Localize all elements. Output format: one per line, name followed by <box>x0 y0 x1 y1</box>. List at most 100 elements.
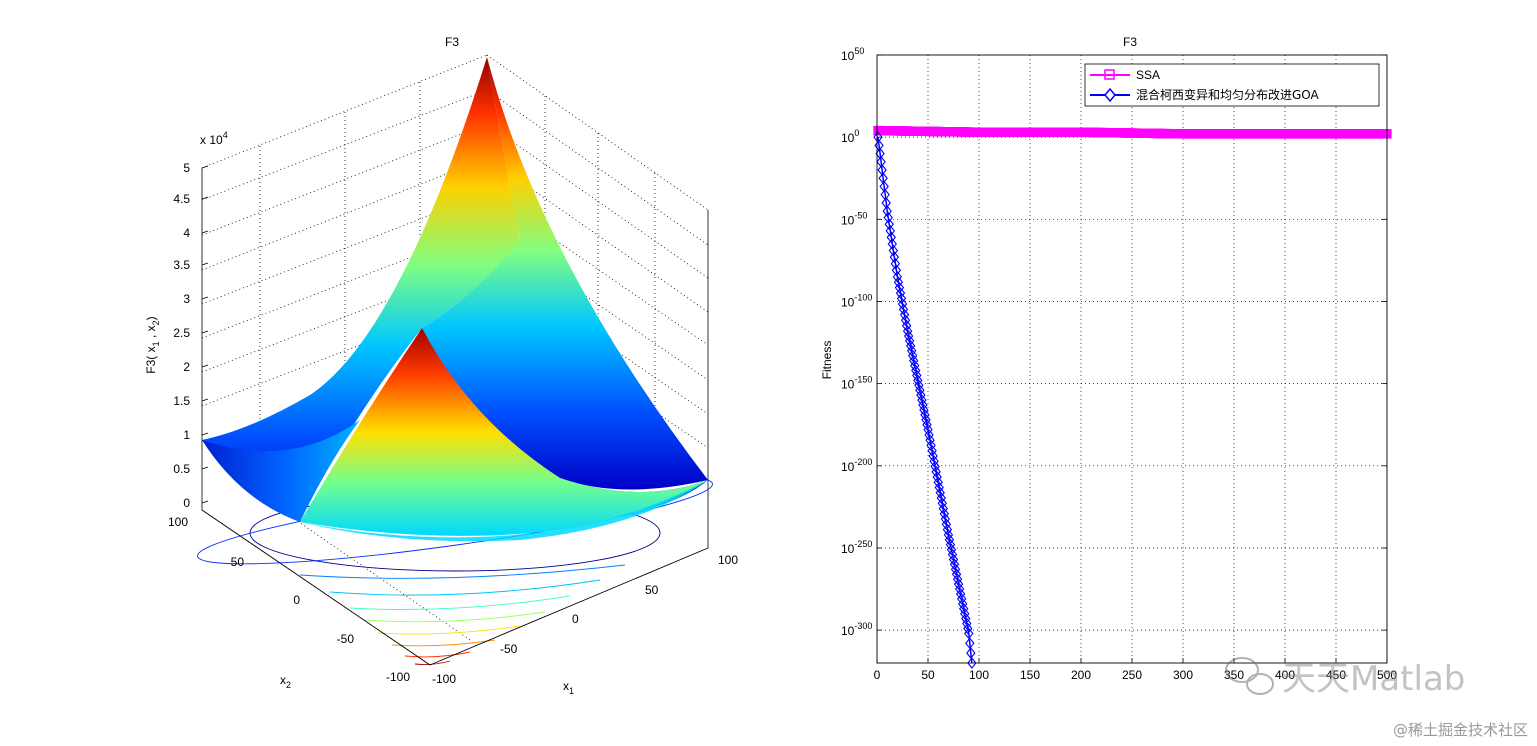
x2-axis-line <box>201 509 431 666</box>
convergence-plot: F3 Fitness 0 50 100 150 200 250 300 350 400 450 50… <box>820 35 1397 682</box>
y-tick-label: 10-300 <box>841 621 872 638</box>
series-marker <box>931 465 941 478</box>
x1-axis-line <box>429 547 709 666</box>
series-marker <box>893 276 904 289</box>
z-tick-label: 5 <box>183 161 190 175</box>
x1-tick-label: -100 <box>432 672 456 686</box>
series-marker <box>891 264 902 277</box>
series-marker <box>922 418 932 431</box>
series-marker <box>967 657 977 669</box>
series-marker <box>937 497 947 510</box>
y-tick-label: 1050 <box>841 46 864 63</box>
series-marker <box>927 444 937 457</box>
x-tick-label: 150 <box>1020 668 1040 682</box>
series-marker <box>943 528 954 541</box>
z-exponent-label: x 104 <box>200 130 228 147</box>
x-tick-label: 450 <box>1326 668 1346 682</box>
surface-left-lower <box>202 420 360 522</box>
series-marker <box>932 471 942 483</box>
x2-tick-label: -50 <box>337 632 355 646</box>
series-marker <box>934 481 944 494</box>
x-tick-label: 350 <box>1224 668 1244 682</box>
series-marker <box>955 588 966 600</box>
series-marker <box>912 369 922 382</box>
series-marker <box>894 281 905 294</box>
series-marker <box>947 548 958 561</box>
z-tick-label: 0.5 <box>173 462 190 476</box>
surface-front-peak <box>300 328 708 536</box>
series-marker <box>901 319 912 332</box>
series-marker <box>911 364 921 377</box>
series-marker <box>948 553 959 566</box>
x1-axis-label: x1 <box>563 679 574 696</box>
z-tick-label: 4 <box>183 226 190 240</box>
series-marker <box>962 617 972 630</box>
series-marker <box>952 573 963 586</box>
series-marker <box>883 211 893 224</box>
series-marker <box>953 578 964 591</box>
series-marker <box>966 647 976 660</box>
surface-plot: F3 <box>144 35 738 696</box>
series-marker <box>920 408 930 421</box>
series-marker <box>913 374 923 387</box>
series-marker <box>957 597 968 610</box>
series-marker <box>882 205 892 217</box>
convergence-axes-box <box>876 54 1388 664</box>
series-marker <box>896 292 907 305</box>
x-tick-label: 400 <box>1275 668 1295 682</box>
x-tick-label: 300 <box>1173 668 1193 682</box>
z-tick-labels: 0 0.5 1 1.5 2 2.5 3 3.5 4 4.5 5 <box>173 161 190 510</box>
legend-marker-goa <box>1104 87 1116 103</box>
x-tick-label: 200 <box>1071 668 1091 682</box>
series-marker <box>926 439 936 452</box>
legend-box <box>1084 63 1380 107</box>
series-marker <box>942 523 953 536</box>
x-tick-label: 0 <box>874 668 881 682</box>
series-marker <box>950 563 961 576</box>
series-marker <box>915 384 925 397</box>
z-tick-label: 2 <box>183 360 190 374</box>
series-marker <box>903 330 914 342</box>
series-marker <box>951 568 962 581</box>
series-marker <box>923 423 933 436</box>
legend-label-ssa: SSA <box>1136 68 1160 82</box>
series-marker <box>930 460 940 473</box>
z-tick-label: 0 <box>183 496 190 510</box>
y-tick-label: 10-50 <box>841 210 867 227</box>
z-tick-marks <box>201 165 209 504</box>
series-marker <box>954 583 965 595</box>
wechat-logo-icon <box>1225 657 1274 695</box>
x2-tick-label: 50 <box>231 555 245 569</box>
series-marker <box>906 344 917 357</box>
series-marker <box>889 251 900 263</box>
series-marker <box>890 257 901 270</box>
legend-marker-ssa <box>1104 69 1115 80</box>
z-tick-label: 2.5 <box>173 326 190 340</box>
series-marker <box>960 607 970 620</box>
series-marker <box>902 325 913 337</box>
series-marker <box>939 507 950 520</box>
series-marker <box>905 339 916 352</box>
x1-tick-label: 50 <box>645 583 659 597</box>
surface-title: F3 <box>445 35 459 49</box>
series-marker <box>925 434 935 447</box>
y-tick-label: 100 <box>841 128 859 145</box>
series-marker <box>919 404 929 416</box>
series-marker <box>941 518 952 531</box>
series-marker <box>933 476 943 489</box>
x1-tick-label: 100 <box>718 553 738 567</box>
x2-tick-labels: 100 50 0 -50 -100 <box>168 515 410 684</box>
series-marker <box>888 244 899 257</box>
z-tick-label: 3 <box>183 292 190 306</box>
series-marker <box>904 335 915 347</box>
convergence-title: F3 <box>1123 35 1137 49</box>
y-tick-label: 10-250 <box>841 539 872 556</box>
x-tick-label: 500 <box>1377 668 1397 682</box>
x-tick-label: 100 <box>969 668 989 682</box>
series-marker <box>917 394 927 406</box>
convergence-grid <box>877 55 1387 663</box>
series-marker <box>899 308 910 321</box>
x1-tick-label: 0 <box>572 612 579 626</box>
series-marker <box>929 455 939 468</box>
